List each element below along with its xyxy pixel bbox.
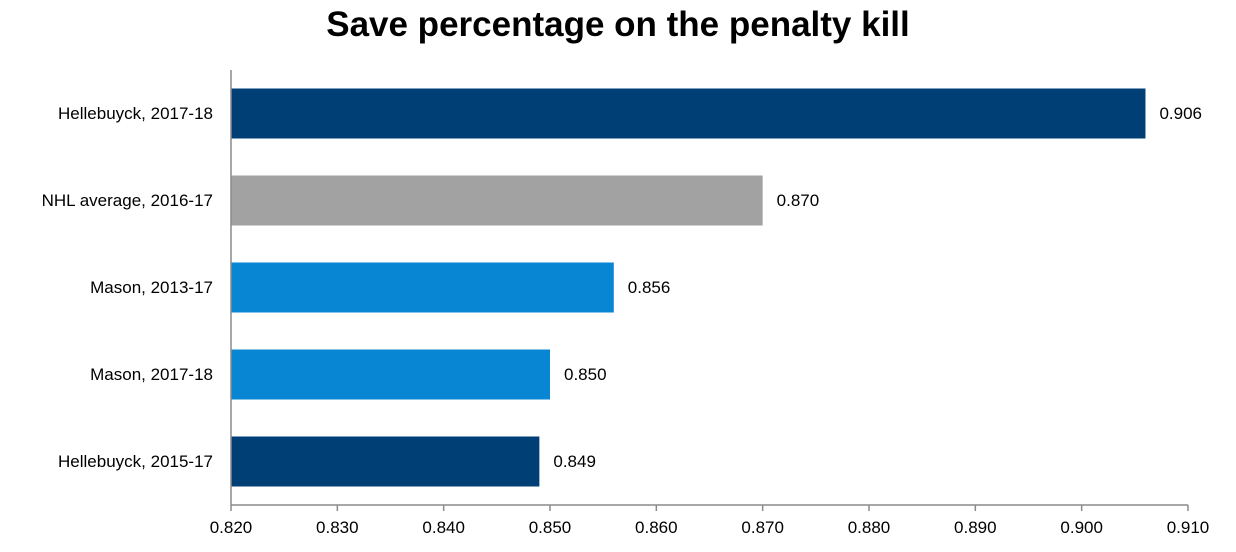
category-label: Hellebuyck, 2015-17 <box>58 452 213 471</box>
x-tick-label: 0.820 <box>210 518 253 537</box>
bar-value-label: 0.849 <box>553 452 596 471</box>
category-label: NHL average, 2016-17 <box>42 191 213 210</box>
category-label: Mason, 2013-17 <box>90 278 213 297</box>
x-tick-label: 0.890 <box>954 518 997 537</box>
x-tick-label: 0.840 <box>422 518 465 537</box>
bar-value-label: 0.850 <box>564 365 607 384</box>
bar <box>231 262 614 313</box>
bar <box>231 436 540 487</box>
category-label: Mason, 2017-18 <box>90 365 213 384</box>
ticks-layer: 0.820 0.830 0.840 0.850 0.860 0.870 0.880 0.890… <box>210 505 1210 537</box>
bars-layer <box>231 88 1146 487</box>
category-labels-layer: Hellebuyck, 2017-18 NHL average, 2016-17 M… <box>42 104 213 471</box>
x-tick-label: 0.900 <box>1060 518 1103 537</box>
x-tick-label: 0.880 <box>848 518 891 537</box>
value-labels-layer: 0.906 0.870 0.856 0.850 0.849 <box>553 104 1202 471</box>
x-tick-label: 0.850 <box>529 518 572 537</box>
bar <box>231 88 1146 139</box>
bar-value-label: 0.856 <box>628 278 671 297</box>
x-tick-label: 0.860 <box>635 518 678 537</box>
bar <box>231 349 550 400</box>
bar-value-label: 0.906 <box>1159 104 1202 123</box>
x-tick-label: 0.870 <box>741 518 784 537</box>
category-label: Hellebuyck, 2017-18 <box>58 104 213 123</box>
bar <box>231 175 763 226</box>
x-tick-label: 0.910 <box>1167 518 1210 537</box>
x-tick-label: 0.830 <box>316 518 359 537</box>
bar-value-label: 0.870 <box>777 191 820 210</box>
chart-title: Save percentage on the penalty kill <box>326 5 910 44</box>
